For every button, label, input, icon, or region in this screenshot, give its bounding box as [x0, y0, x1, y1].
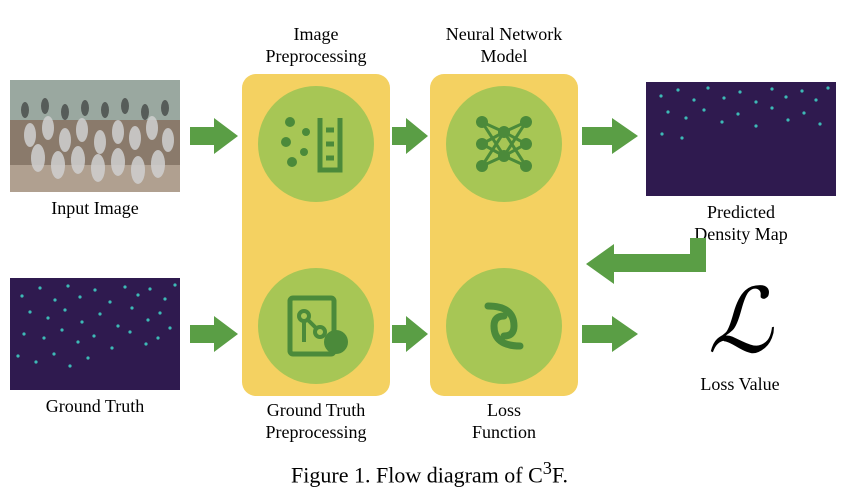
gt-heatmap-svg [10, 278, 180, 390]
nn-icon [464, 104, 544, 184]
arrow-input-to-preproc [190, 118, 238, 154]
input-image-thumb [10, 80, 180, 192]
circle-image-preproc [258, 86, 374, 202]
caption-prefix: Figure 1. Flow diagram of C [291, 462, 543, 487]
caption-suffix: F. [552, 462, 568, 487]
circle-loss [446, 268, 562, 384]
arrow-gt-to-gtproc [190, 316, 238, 352]
arrow-preproc-to-nn [392, 118, 428, 154]
doc-icon [276, 286, 356, 366]
circle-nn [446, 86, 562, 202]
text-nn-model: Neural NetworkModel [446, 24, 562, 67]
label-gt-preprocessing: Ground TruthPreprocessing [242, 400, 390, 443]
arrow-nn-to-pred [582, 118, 638, 154]
text-image-preprocessing: ImagePreprocessing [266, 24, 367, 67]
arrow-loss-to-value [582, 316, 638, 352]
loss-symbol: ℒ [708, 278, 773, 368]
predicted-map-thumb [646, 82, 836, 196]
text-predicted-density: PredictedDensity Map [694, 202, 788, 245]
pred-heatmap-svg [646, 82, 836, 196]
node-loss-value: ℒ Loss Value [660, 278, 820, 396]
text-input-image: Input Image [51, 198, 138, 220]
circle-gt-preproc [258, 268, 374, 384]
figure-caption: Figure 1. Flow diagram of C3F. [0, 458, 859, 488]
label-nn-model: Neural NetworkModel [430, 24, 578, 67]
text-ground-truth: Ground Truth [46, 396, 145, 418]
label-image-preprocessing: ImagePreprocessing [242, 24, 390, 67]
node-predicted-map: PredictedDensity Map [646, 82, 836, 245]
text-loss-function: LossFunction [472, 400, 536, 443]
arrow-gtproc-to-loss [392, 316, 428, 352]
text-gt-preprocessing: Ground TruthPreprocessing [266, 400, 367, 443]
label-loss-function: LossFunction [430, 400, 578, 443]
ground-truth-thumb [10, 278, 180, 390]
node-ground-truth: Ground Truth [10, 278, 180, 418]
text-loss-value: Loss Value [700, 374, 779, 396]
node-input-image: Input Image [10, 80, 180, 220]
caption-sup: 3 [543, 458, 552, 478]
scatter-icon [276, 104, 356, 184]
arrow-pred-to-loss [586, 238, 706, 288]
swirl-icon [464, 286, 544, 366]
